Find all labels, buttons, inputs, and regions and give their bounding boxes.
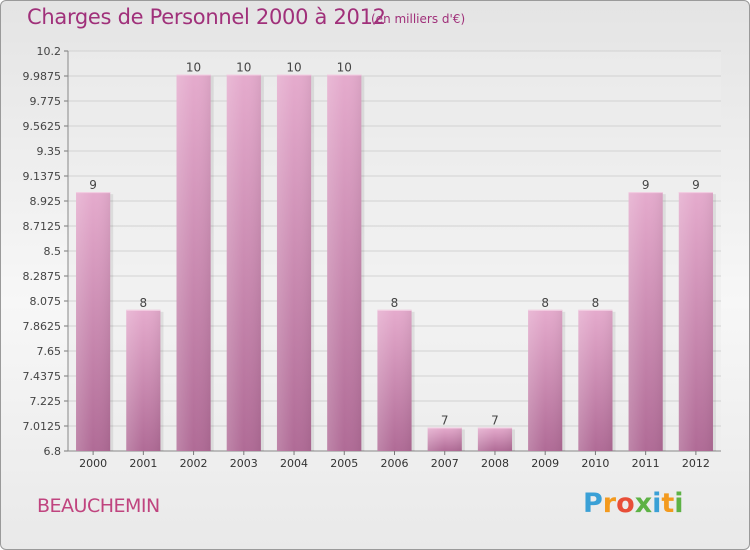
data-label: 8 bbox=[592, 296, 600, 310]
logo-letter: i bbox=[652, 488, 662, 519]
y-tick-label: 8.5 bbox=[44, 245, 62, 258]
y-tick-label: 6.8 bbox=[44, 445, 62, 458]
y-tick-label: 10.2 bbox=[37, 45, 62, 58]
x-tick-label: 2002 bbox=[180, 457, 208, 470]
bar-shine bbox=[126, 309, 161, 451]
x-tick-label: 2001 bbox=[129, 457, 157, 470]
y-tick-label: 8.925 bbox=[30, 195, 62, 208]
data-label: 9 bbox=[89, 178, 97, 192]
data-label: 10 bbox=[286, 61, 301, 75]
y-tick-label: 7.8625 bbox=[23, 320, 62, 333]
data-label: 8 bbox=[391, 296, 399, 310]
chart-title: Charges de Personnel 2000 à 2012 bbox=[27, 5, 386, 29]
y-tick-label: 9.9875 bbox=[23, 70, 62, 83]
logo-letter: o bbox=[616, 488, 635, 519]
bar-shine bbox=[76, 192, 111, 452]
x-tick-label: 2011 bbox=[632, 457, 660, 470]
y-tick-label: 7.0125 bbox=[23, 420, 62, 433]
data-label: 10 bbox=[337, 61, 352, 75]
x-tick-label: 2000 bbox=[79, 457, 107, 470]
y-tick-label: 7.225 bbox=[30, 395, 62, 408]
bar-shine bbox=[176, 74, 211, 451]
data-label: 7 bbox=[441, 413, 449, 427]
data-label: 8 bbox=[541, 296, 549, 310]
y-tick-label: 9.5625 bbox=[23, 120, 62, 133]
proxiti-logo: Proxiti bbox=[583, 488, 684, 519]
bar-shine bbox=[226, 74, 261, 451]
logo-letter: t bbox=[661, 488, 675, 519]
x-tick-label: 2005 bbox=[330, 457, 358, 470]
x-tick-label: 2009 bbox=[531, 457, 559, 470]
data-label: 10 bbox=[236, 61, 251, 75]
chart-subtitle: (en milliers d'€) bbox=[371, 12, 466, 26]
bar-shine bbox=[628, 192, 663, 452]
x-tick-label: 2006 bbox=[381, 457, 409, 470]
x-tick-label: 2008 bbox=[481, 457, 509, 470]
bar-shine bbox=[377, 309, 412, 451]
data-labels: 9 8 10 10 10 10 8 7 7 8 8 9 9 bbox=[89, 61, 699, 428]
logo-letter: i bbox=[674, 488, 684, 519]
data-label: 8 bbox=[140, 296, 148, 310]
y-tick-label: 9.775 bbox=[30, 95, 62, 108]
y-tick-label: 8.075 bbox=[30, 295, 62, 308]
bars bbox=[76, 74, 716, 452]
y-tick-label: 8.7125 bbox=[23, 220, 62, 233]
y-tick-label: 8.2875 bbox=[23, 270, 62, 283]
data-label: 9 bbox=[692, 178, 700, 192]
commune-name: BEAUCHEMIN bbox=[37, 495, 160, 517]
x-tick-label: 2007 bbox=[431, 457, 459, 470]
bar-shine bbox=[678, 192, 713, 452]
bar-shine bbox=[477, 427, 513, 451]
y-tick-label: 7.65 bbox=[37, 345, 62, 358]
bar-shine bbox=[528, 309, 563, 451]
x-tick-label: 2012 bbox=[682, 457, 710, 470]
logo-letter: r bbox=[602, 488, 617, 519]
y-tick-label: 9.1375 bbox=[23, 170, 62, 183]
data-label: 9 bbox=[642, 178, 650, 192]
x-tick-label: 2010 bbox=[581, 457, 609, 470]
y-tick-label: 7.4375 bbox=[23, 370, 62, 383]
data-label: 7 bbox=[491, 413, 499, 427]
logo-letter: P bbox=[583, 488, 603, 519]
y-tick-label: 9.35 bbox=[37, 145, 62, 158]
bar-shine bbox=[327, 74, 362, 451]
x-tick-label: 2003 bbox=[230, 457, 258, 470]
bar-shine bbox=[427, 427, 462, 451]
bar-shine bbox=[578, 309, 613, 451]
axes: 6.8 7.0125 7.225 7.4375 7.65 7.8625 8.075 8.287… bbox=[23, 45, 721, 470]
bar-shine bbox=[276, 74, 312, 451]
data-label: 10 bbox=[186, 61, 201, 75]
logo-letter: x bbox=[634, 488, 653, 519]
x-tick-label: 2004 bbox=[280, 457, 308, 470]
